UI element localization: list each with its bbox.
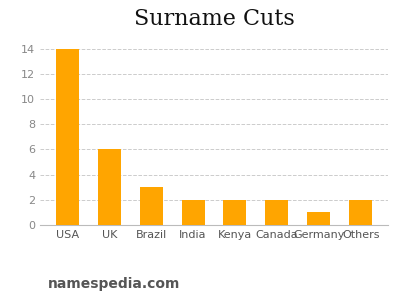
Bar: [307, 212, 330, 225]
Bar: [224, 200, 246, 225]
Title: Surname Cuts: Surname Cuts: [134, 8, 294, 30]
Bar: [98, 149, 121, 225]
Bar: [140, 187, 163, 225]
Text: namespedia.com: namespedia.com: [48, 277, 180, 291]
Bar: [56, 49, 79, 225]
Bar: [265, 200, 288, 225]
Bar: [182, 200, 204, 225]
Bar: [349, 200, 372, 225]
